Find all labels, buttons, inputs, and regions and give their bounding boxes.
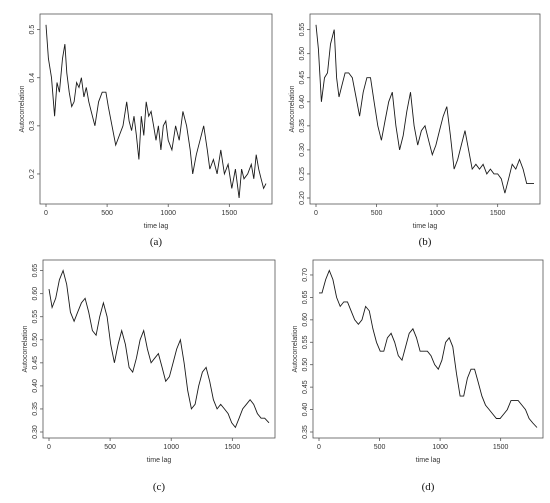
y-tick-label: 0.35 [32,402,39,416]
y-tick-label: 0.5 [29,25,36,35]
y-tick-label: 0.50 [302,358,309,372]
autocorrelation-line [319,269,538,428]
chart-panel-a: 0 500 1000 1500 0.2 0.3 0.4 0.5 time lag Autocorr… [19,13,273,248]
y-tick-label: 0.40 [299,95,306,109]
x-tick-label: 0 [44,210,48,217]
y-tick-label: 0.60 [302,313,309,327]
y-tick-label: 0.70 [302,268,309,282]
x-tick-label: 1000 [429,210,445,217]
y-tick-label: 0.40 [32,379,39,393]
x-axis-label: time lag [147,457,172,464]
x-tick-label: 500 [371,210,383,217]
y-tick-label: 0.4 [29,73,36,83]
x-tick-label: 1500 [493,444,509,451]
y-axis-label: Autocorrelation [19,85,26,132]
x-axis-label: time lag [413,223,438,230]
y-tick-label: 0.2 [29,169,36,179]
x-axis-label: time lag [416,457,441,464]
chart-panel-c: 0 500 1000 1500 0.30 0.35 0.40 0.45 0.50 0.55 0.60… [22,259,276,493]
x-tick-label: 500 [104,444,116,451]
x-tick-label: 1000 [432,444,448,451]
panel-label: (a) [150,236,163,248]
y-tick-label: 0.25 [299,167,306,181]
x-tick-label: 500 [374,444,386,451]
x-tick-label: 1000 [160,210,176,217]
y-tick-label: 0.55 [299,23,306,37]
x-tick-label: 1500 [222,210,238,217]
x-tick-label: 0 [314,210,318,217]
y-tick-label: 0.30 [32,425,39,439]
x-tick-label: 500 [101,210,113,217]
plot-frame [312,259,544,439]
plot-frame [309,13,541,205]
autocorrelation-line [48,269,270,429]
x-tick-label: 0 [47,444,51,451]
x-tick-label: 1500 [490,210,506,217]
y-tick-label: 0.45 [32,356,39,370]
y-tick-label: 0.65 [302,290,309,304]
y-tick-label: 0.40 [302,403,309,417]
y-axis-label: Autocorrelation [22,325,29,372]
y-axis-label: Autocorrelation [292,325,299,372]
autocorrelation-line [45,24,267,199]
plot-frame [39,13,273,205]
x-tick-label: 1500 [225,444,241,451]
panel-label: (d) [422,481,435,493]
y-tick-label: 0.55 [302,335,309,349]
chart-panel-d: 0 500 1000 1500 0.35 0.40 0.45 0.50 0.55 0.60 0.65… [292,259,544,493]
plot-frame [42,259,276,439]
y-tick-label: 0.55 [32,310,39,324]
y-tick-label: 0.50 [32,333,39,347]
autocorrelation-line [315,24,534,194]
panel-label: (c) [153,481,166,493]
x-tick-label: 0 [317,444,321,451]
x-axis-label: time lag [144,223,169,230]
y-tick-label: 0.35 [299,119,306,133]
y-tick-label: 0.3 [29,121,36,131]
y-tick-label: 0.50 [299,47,306,61]
chart-panel-b: 0 500 1000 1500 0.20 0.25 0.30 0.35 0.40 0.45 0.50… [289,13,541,248]
y-tick-label: 0.45 [302,380,309,394]
y-tick-label: 0.65 [32,264,39,278]
y-tick-label: 0.60 [32,287,39,301]
y-tick-label: 0.35 [302,425,309,439]
y-axis-label: Autocorrelation [289,85,296,132]
y-tick-label: 0.45 [299,71,306,85]
y-tick-label: 0.20 [299,191,306,205]
panel-label: (b) [419,236,432,248]
x-tick-label: 1000 [163,444,179,451]
y-tick-label: 0.30 [299,143,306,157]
